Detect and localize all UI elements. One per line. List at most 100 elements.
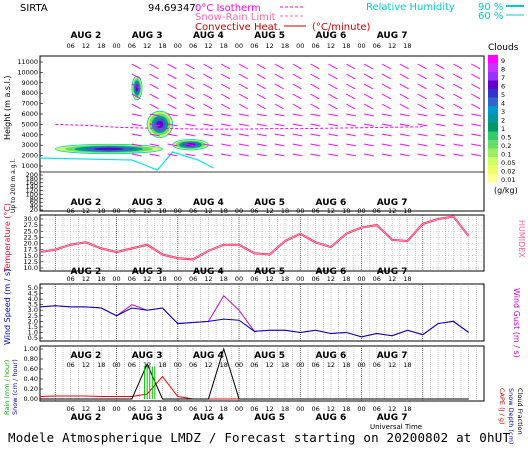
wind-arrow	[435, 83, 445, 90]
wind-arrow	[417, 123, 428, 127]
wind-arrow	[220, 63, 231, 70]
wind-arrow	[238, 73, 249, 80]
wind-arrow	[256, 73, 266, 80]
hour-tick-label-precip: 18	[403, 361, 411, 369]
wind-arrow	[310, 93, 320, 100]
wind-arrow	[346, 153, 357, 157]
wind-arrow	[238, 143, 249, 147]
precip-ytick: 0.80	[24, 355, 38, 363]
colorbar-tick-label: 0.2	[501, 142, 511, 150]
wind-arrow	[256, 123, 267, 127]
colorbar-swatch	[488, 157, 498, 166]
wind-arrow	[399, 153, 410, 157]
hour-tick-label-precip: 06	[189, 361, 197, 369]
day-label-precip: AUG 2	[71, 351, 102, 361]
precip-series-line	[40, 347, 469, 400]
day-label-precip: AUG 6	[316, 351, 347, 361]
colorbar-tick-label: 0.5	[501, 134, 511, 142]
wind-arrow	[381, 153, 392, 157]
wind-arrow	[435, 133, 446, 137]
wind-arrow	[381, 73, 391, 80]
hour-tick-label-precip: 00	[112, 361, 120, 369]
hour-tick-label-wind: 18	[342, 275, 350, 283]
hour-tick-label-wind: 12	[388, 275, 396, 283]
wind-arrow	[417, 63, 427, 70]
hour-tick-label-cloud: 00	[296, 42, 304, 50]
hour-tick-label-cloud: 06	[250, 42, 258, 50]
wind-arrow	[167, 103, 177, 110]
hour-tick-label-temp: 12	[204, 207, 212, 215]
hour-tick-label-cloud: 18	[97, 42, 105, 50]
hour-tick-label-bottom: 18	[158, 405, 166, 413]
day-label-precip: AUG 7	[377, 351, 408, 361]
wind-arrow	[292, 93, 302, 100]
hour-tick-label-cloud: 00	[357, 42, 365, 50]
hour-tick-label-wind: 12	[327, 275, 335, 283]
wind-arrow	[203, 153, 214, 157]
day-label-precip: AUG 5	[254, 351, 285, 361]
cloud-panel-frame	[39, 55, 485, 212]
ground-ytick: 80	[30, 194, 38, 202]
wind-arrow	[328, 93, 338, 100]
hour-tick-label-wind: 00	[174, 275, 182, 283]
wind-arrow	[256, 93, 266, 100]
colorbar-tick-label: 0.05	[501, 159, 515, 167]
wind-arrow	[203, 63, 213, 70]
wind-arrow	[363, 153, 374, 157]
colorbar-swatch	[488, 80, 498, 89]
wind-arrow	[221, 133, 232, 137]
wind-arrow	[381, 133, 392, 137]
wind-arrow	[435, 143, 446, 147]
cloud-ylabel2: Up to 200 m a.g.l.	[10, 159, 17, 213]
hour-tick-label-precip: 18	[281, 361, 289, 369]
hour-tick-label-temp: 12	[327, 207, 335, 215]
hour-tick-label-wind: 18	[403, 275, 411, 283]
wind-arrow	[185, 113, 196, 117]
wind-ylabel: Wind Speed (m / s)	[3, 269, 12, 345]
wind-arrow	[203, 113, 214, 117]
legend-snow-rain: Snow-Rain Limit	[195, 12, 276, 23]
wind-arrow	[346, 143, 357, 147]
wind-arrow	[328, 63, 338, 70]
wind-arrow	[399, 93, 409, 100]
wind-arrow	[203, 93, 213, 100]
wind-arrow	[292, 133, 303, 137]
wind-arrow	[292, 123, 303, 127]
wind-arrow	[363, 133, 374, 137]
wind-arrow	[167, 133, 178, 137]
hour-tick-label-temp: 18	[403, 207, 411, 215]
cloud-ytick: 9000	[21, 79, 38, 87]
wind-arrow	[328, 103, 338, 110]
wind-arrow	[381, 143, 392, 147]
wind-arrow	[363, 123, 374, 127]
wind-arrow	[363, 63, 374, 70]
wind-arrow	[256, 63, 266, 70]
wind-arrow	[203, 143, 214, 147]
wind-arrow	[453, 63, 463, 70]
wind-arrow	[256, 143, 267, 147]
cloud-ytick: 4000	[21, 131, 38, 139]
temp-ytick: 27.5	[24, 221, 38, 229]
wind-arrow	[453, 143, 464, 147]
wind-arrow	[167, 153, 178, 157]
wind-arrow	[256, 133, 267, 137]
cloud-layer	[93, 147, 124, 151]
hour-tick-label-cloud: 18	[281, 42, 289, 50]
wind-arrow	[185, 153, 196, 157]
day-label-wind: AUG 7	[377, 267, 408, 277]
hour-tick-label-bottom: 12	[327, 405, 335, 413]
wind-arrow	[220, 73, 231, 80]
hour-tick-label-bottom: 18	[342, 405, 350, 413]
colorbar-swatch	[488, 174, 498, 183]
colorbar-swatch	[488, 106, 498, 115]
rh-contour	[39, 151, 214, 171]
cloud-ytick: 1000	[21, 162, 38, 170]
wind-arrow	[417, 93, 427, 100]
wind-arrow	[167, 73, 177, 80]
hour-tick-label-bottom: 06	[373, 405, 381, 413]
wind-arrow	[363, 103, 374, 110]
wind-arrow	[345, 93, 356, 100]
hour-tick-label-temp: 18	[220, 207, 228, 215]
clouds-legend-unit: (g/kg)	[494, 186, 518, 195]
wind-arrow	[256, 113, 267, 117]
